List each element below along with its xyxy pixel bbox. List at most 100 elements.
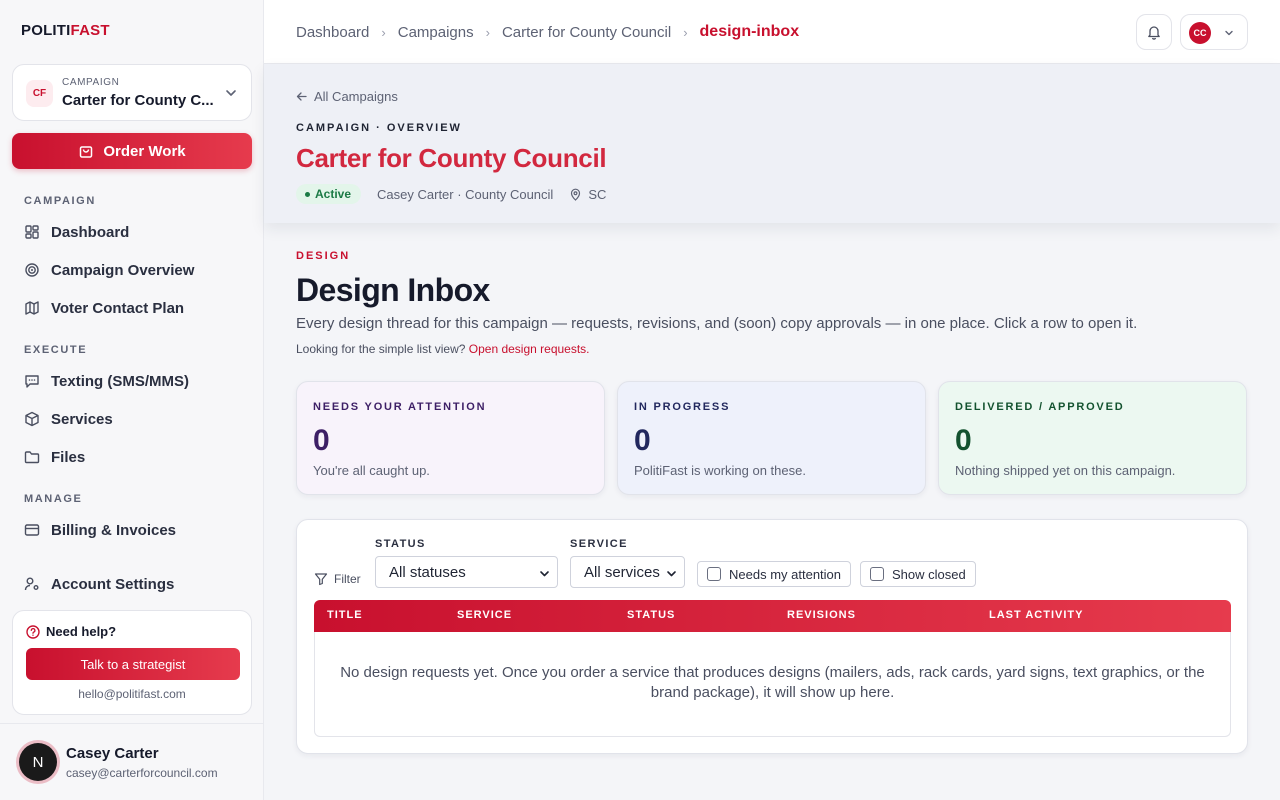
help-box: Need help? Talk to a strategist hello@po…: [12, 610, 252, 715]
campaign-header: All Campaigns CAMPAIGN · OVERVIEW Carter…: [264, 64, 1280, 223]
section-execute: EXECUTE: [24, 344, 88, 356]
chevron-right-icon: ›: [381, 24, 386, 40]
nav-dashboard-label: Dashboard: [51, 223, 130, 241]
package-icon: [25, 411, 39, 427]
breadcrumb-campaigns[interactable]: Campaigns: [397, 23, 474, 41]
column-revisions[interactable]: REVISIONS: [787, 609, 856, 621]
chevron-down-icon: [1225, 30, 1233, 36]
status-select[interactable]: All statuses: [375, 556, 558, 588]
page-subtext: Looking for the simple list view? Open d…: [296, 342, 590, 356]
status-dot: [305, 191, 310, 197]
chevron-down-icon: [667, 571, 676, 577]
nav-campaign-overview[interactable]: Campaign Overview: [24, 259, 194, 281]
design-inbox-table-card: Filter STATUS All statuses SERVICE All s…: [296, 519, 1248, 754]
campaign-selector[interactable]: CF CAMPAIGN Carter for County C...: [12, 64, 252, 121]
nav-services-label: Services: [51, 410, 113, 428]
stat-note: Nothing shipped yet on this campaign.: [955, 463, 1176, 478]
section-campaign: CAMPAIGN: [24, 195, 96, 207]
folder-icon: [24, 451, 40, 464]
breadcrumb-campaign[interactable]: Carter for County Council: [501, 23, 672, 41]
talk-to-strategist-button[interactable]: Talk to a strategist: [26, 648, 240, 680]
nav-dashboard[interactable]: Dashboard: [24, 221, 129, 243]
status-badge-label: Active: [315, 187, 352, 201]
help-title-text: Need help?: [46, 624, 117, 639]
map-icon: [25, 301, 39, 315]
service-filter-label: SERVICE: [570, 538, 628, 550]
breadcrumb: Dashboard › Campaigns › Carter for Count…: [296, 23, 799, 41]
filter-label: Filter: [314, 572, 361, 586]
sidebar-divider: [0, 723, 264, 724]
breadcrumb-dashboard[interactable]: Dashboard: [296, 23, 370, 41]
page-description: Every design thread for this campaign — …: [296, 315, 1138, 332]
column-last-activity[interactable]: LAST ACTIVITY: [989, 609, 1084, 621]
stat-note: PolitiFast is working on these.: [634, 463, 806, 478]
user-menu-button[interactable]: CC: [1180, 14, 1248, 50]
table-body: No design requests yet. Once you order a…: [314, 632, 1231, 737]
campaign-selector-name: Carter for County C...: [62, 92, 214, 109]
service-select-value: All services: [584, 563, 660, 581]
nav-services[interactable]: Services: [24, 408, 113, 430]
stat-card-delivered: DELIVERED / APPROVED 0 Nothing shipped y…: [938, 381, 1247, 495]
section-manage: MANAGE: [24, 493, 83, 505]
arrow-left-icon: [296, 92, 307, 101]
table-header: TITLE SERVICE STATUS REVISIONS LAST ACTI…: [314, 600, 1231, 632]
checkbox-box[interactable]: [870, 567, 884, 581]
top-bar: Dashboard › Campaigns › Carter for Count…: [264, 0, 1280, 64]
campaign-eyebrow: CAMPAIGN · OVERVIEW: [296, 122, 462, 134]
checkbox-box[interactable]: [707, 567, 721, 581]
nav-billing-label: Billing & Invoices: [51, 521, 177, 539]
user-name: Casey Carter: [66, 745, 159, 762]
stat-value: 0: [955, 424, 972, 457]
target-icon: [25, 263, 39, 277]
nav-account-settings[interactable]: Account Settings: [24, 573, 174, 595]
stat-label: DELIVERED / APPROVED: [955, 401, 1125, 413]
status-filter-label: STATUS: [375, 538, 426, 550]
user-menu-avatar: CC: [1189, 22, 1211, 44]
status-badge: Active: [296, 184, 362, 204]
notifications-button[interactable]: [1136, 14, 1172, 50]
all-campaigns-label: All Campaigns: [314, 89, 398, 104]
brand-logo[interactable]: POLITIFAST: [21, 22, 110, 39]
stat-label: IN PROGRESS: [634, 401, 731, 413]
nav-texting[interactable]: Texting (SMS/MMS): [24, 370, 189, 392]
filter-label-text: Filter: [334, 572, 361, 586]
user-email: casey@carterforcouncil.com: [66, 766, 218, 780]
column-status[interactable]: STATUS: [627, 609, 676, 621]
campaign-avatar: CF: [26, 80, 53, 107]
campaign-meta: Active Casey Carter · County Council SC: [296, 184, 606, 204]
chevron-right-icon: ›: [485, 24, 490, 40]
needs-attention-label: Needs my attention: [729, 566, 842, 582]
open-design-requests-link[interactable]: Open design requests.: [468, 342, 590, 356]
all-campaigns-link[interactable]: All Campaigns: [296, 89, 398, 104]
breadcrumb-current: design-inbox: [699, 23, 800, 40]
chevron-down-icon: [540, 571, 549, 577]
campaign-candidate: Casey Carter · County Council: [377, 186, 554, 202]
order-work-button[interactable]: Order Work: [12, 133, 252, 169]
nav-campaign-overview-label: Campaign Overview: [51, 261, 195, 279]
page-eyebrow: DESIGN: [296, 250, 351, 262]
nav-voter-contact-plan[interactable]: Voter Contact Plan: [24, 297, 184, 319]
service-select[interactable]: All services: [570, 556, 685, 588]
campaign-title: Carter for County Council: [296, 143, 607, 173]
chevron-right-icon: ›: [683, 24, 688, 40]
nav-files-label: Files: [51, 448, 86, 466]
bell-icon: [1148, 26, 1160, 40]
empty-state-message: No design requests yet. Once you order a…: [340, 664, 1205, 701]
stat-card-attention: NEEDS YOUR ATTENTION 0 You're all caught…: [296, 381, 605, 495]
column-service[interactable]: SERVICE: [457, 609, 513, 621]
help-email[interactable]: hello@politifast.com: [78, 687, 186, 701]
show-closed-label: Show closed: [892, 566, 966, 582]
user-avatar[interactable]: N: [19, 743, 57, 781]
stat-note: You're all caught up.: [313, 463, 430, 478]
credit-card-icon: [24, 524, 40, 536]
show-closed-checkbox[interactable]: Show closed: [860, 561, 976, 587]
nav-files[interactable]: Files: [24, 446, 85, 468]
nav-billing[interactable]: Billing & Invoices: [24, 519, 176, 541]
shopping-bag-icon: [80, 146, 93, 158]
nav-account-label: Account Settings: [51, 575, 175, 593]
column-title[interactable]: TITLE: [327, 609, 363, 621]
help-title: Need help?: [26, 624, 116, 639]
needs-attention-checkbox[interactable]: Needs my attention: [697, 561, 852, 587]
order-work-label: Order Work: [103, 142, 186, 160]
stat-card-in-progress: IN PROGRESS 0 PolitiFast is working on t…: [617, 381, 926, 495]
